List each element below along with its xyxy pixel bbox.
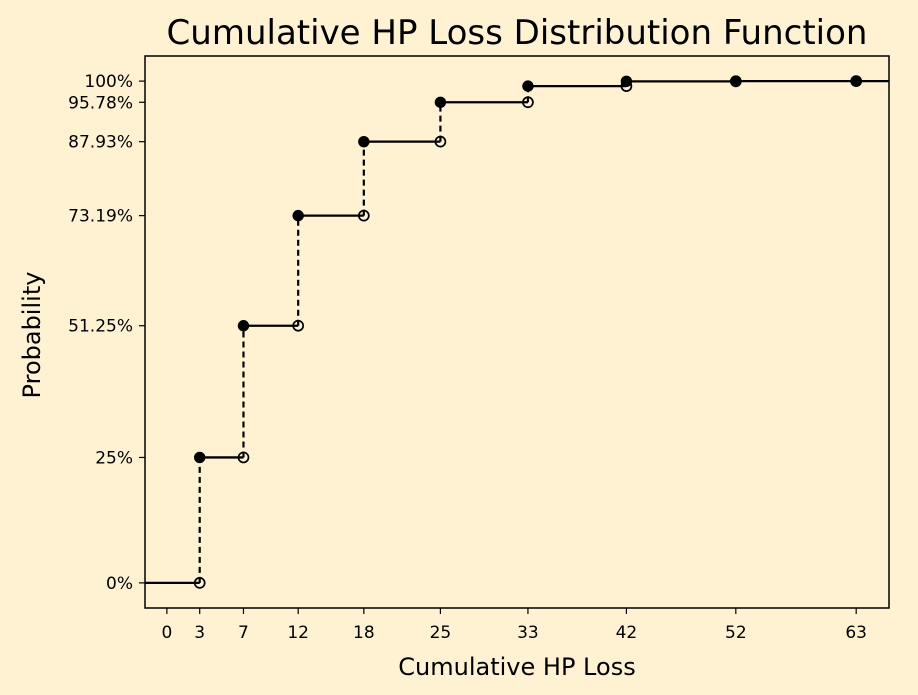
x-tick-label: 25 <box>430 623 452 643</box>
cdf-filled-point <box>730 75 742 87</box>
cdf-filled-point <box>358 135 370 148</box>
cdf-filled-point <box>620 75 633 88</box>
cdf-filled-point <box>434 96 447 108</box>
x-tick-label: 12 <box>287 623 309 643</box>
cdf-filled-point <box>237 320 250 332</box>
cdf-open-point <box>193 577 206 589</box>
plot-area: 0 3 7 12 18 25 33 42 52 63 0% 25% 51.25% 73.19% 87.93… <box>68 55 890 643</box>
x-tick-label: 52 <box>725 623 747 643</box>
x-axis-ticks: 0 3 7 12 18 25 33 42 52 63 <box>161 608 867 643</box>
x-axis-label: Cumulative HP Loss <box>398 653 635 681</box>
cdf-filled-point <box>850 75 862 87</box>
cdf-open-point <box>357 209 370 222</box>
x-tick-label: 63 <box>845 623 867 643</box>
x-tick-label: 0 <box>161 623 172 643</box>
cdf-filled-point <box>292 209 304 222</box>
x-tick-label: 33 <box>517 623 539 643</box>
y-tick-label: 100% <box>84 72 133 92</box>
y-tick-label: 25% <box>95 448 133 468</box>
cdf-open-point <box>237 451 250 464</box>
cdf-filled-point <box>194 451 206 464</box>
y-axis-ticks: 0% 25% 51.25% 73.19% 87.93% 95.78%100% <box>68 72 145 594</box>
y-tick-label: 87.93% <box>68 133 133 153</box>
cdf-series <box>145 75 889 589</box>
x-tick-label: 42 <box>616 623 638 643</box>
cdf-open-point <box>522 96 534 109</box>
y-axis-label: Probability <box>18 272 46 399</box>
chart-title: Cumulative HP Loss Distribution Function <box>167 13 868 53</box>
y-tick-label: 73.19% <box>68 207 133 227</box>
x-tick-label: 3 <box>194 623 205 643</box>
plot-frame <box>144 55 890 609</box>
y-tick-label: 95.78% <box>68 93 133 113</box>
x-tick-label: 18 <box>353 623 375 643</box>
x-tick-label: 7 <box>238 623 249 643</box>
cdf-open-point <box>434 135 447 148</box>
y-tick-label: 0% <box>106 574 133 594</box>
y-tick-label: 51.25% <box>68 317 133 337</box>
cdf-open-point <box>292 319 305 332</box>
cdf-filled-point <box>522 80 534 92</box>
